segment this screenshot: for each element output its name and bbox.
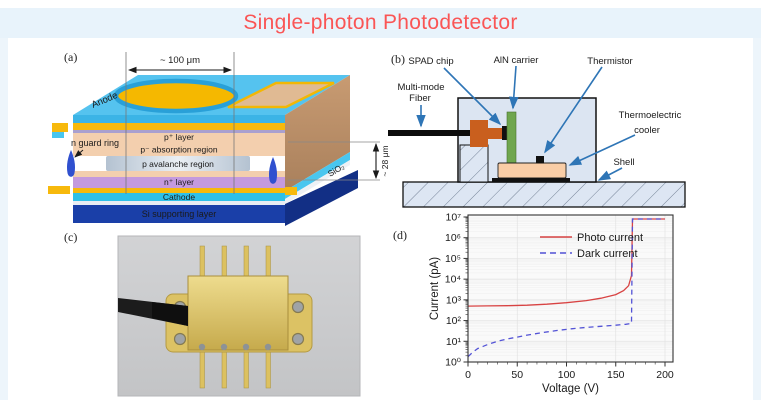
plot-frame [467, 214, 674, 363]
x-axis-title: Voltage (V) [542, 383, 599, 395]
callout-arrows [416, 65, 636, 181]
aln-carrier-element [506, 111, 517, 167]
package-body [187, 275, 289, 351]
anode-pad [113, 78, 239, 114]
package-drawing [388, 97, 686, 208]
page-left-margin [0, 38, 8, 400]
shell-arrow [597, 167, 623, 181]
etched-basin [227, 81, 335, 109]
panel-c-device-photo [117, 235, 361, 397]
width-dim-label: ~ 100 μm [160, 55, 200, 66]
curve-dark-current [467, 218, 665, 358]
x-tick-label: 150 [607, 369, 625, 381]
legend-entry: Dark current [577, 248, 638, 260]
y-tick-label: 10⁷ [446, 212, 462, 224]
spad-arrow [443, 67, 502, 126]
thin-interface [73, 130, 285, 133]
p-plus-band [73, 133, 285, 142]
page-right-margin [753, 38, 761, 400]
y-tick-label: 10⁶ [445, 232, 461, 244]
side-si-base [285, 170, 358, 226]
height-dim-label: ~ 28 μm [380, 145, 390, 176]
y-tick-label: 10³ [446, 294, 462, 306]
peach-sliver [73, 171, 285, 177]
iv-chart: 10⁰ 10¹ 10² 10³ 10⁴ 10⁵ 10⁶ 10⁷ 0 50 100 150 200 Volt… [429, 212, 674, 396]
panel-b-package-diagram: SPAD chip AlN carrier Thermistor Multi-m… [388, 55, 686, 208]
thermistor-element [536, 156, 544, 164]
legend: Photo current Dark current [540, 232, 643, 260]
panel-c-label: (c) [64, 230, 78, 244]
panel-b-label: (b) [391, 52, 405, 66]
fiber-boot [152, 302, 188, 326]
si-support-label: Si supporting layer [142, 209, 217, 219]
height-dimension [288, 141, 380, 181]
width-dimension [125, 52, 235, 194]
side-cyan-terrace [285, 152, 350, 199]
cathode-metal [73, 188, 285, 193]
series-curves [467, 218, 665, 358]
panel-a-label: (a) [64, 50, 78, 64]
avalanche-band [106, 156, 250, 171]
si-base-band [73, 205, 285, 223]
legend-entry: Photo current [577, 232, 643, 244]
fiber-label-1: Multi-mode [398, 82, 445, 93]
y-tick-label: 10² [446, 315, 462, 327]
guard-ring-label: n guard ring [71, 138, 119, 148]
x-tick-label: 100 [558, 369, 576, 381]
tec-label-2: cooler [634, 125, 660, 136]
axis-labels: 10⁰ 10¹ 10² 10³ 10⁴ 10⁵ 10⁶ 10⁷ 0 50 100 150 200 Volt… [429, 212, 674, 396]
guard-ring-left [66, 150, 76, 177]
fiber-cable [388, 130, 470, 136]
page-title: Single-photon Photodetector [243, 11, 518, 34]
p-plus-label: p⁺ layer [164, 132, 194, 142]
curve-photo-current [467, 218, 665, 307]
chip-3d-body [48, 75, 358, 226]
panel-d-label: (d) [393, 228, 407, 242]
fiber-label-2: Fiber [409, 93, 431, 104]
absorption-label: p⁻ absorption region [140, 145, 218, 155]
avalanche-label: p avalanche region [142, 159, 214, 169]
x-tick-label: 0 [465, 369, 471, 381]
panel-a-structure-diagram: ~ 100 μm ~ 28 μm Anode p⁺ layer p⁻ absor… [48, 52, 390, 226]
package-labels: SPAD chip AlN carrier Thermistor Multi-m… [398, 55, 682, 168]
spad-chip-label: SPAD chip [408, 56, 453, 67]
pin-feedthroughs [198, 343, 272, 351]
tec-arrow [568, 134, 636, 166]
y-tick-label: 10¹ [446, 336, 462, 348]
butterfly-package [118, 245, 313, 389]
y-tick-label: 10⁴ [445, 274, 461, 286]
side-sio2-terrace [285, 160, 350, 204]
right-cathode-tab [285, 187, 297, 195]
x-tick-label: 50 [511, 369, 523, 381]
sio2-band [73, 201, 285, 205]
y-tick-label: 10⁵ [445, 253, 461, 265]
left-blue-tab [52, 132, 64, 138]
side-wall [285, 75, 350, 191]
n-plus-label: n⁺ layer [164, 177, 194, 187]
tec-label-1: Thermoelectric [619, 110, 682, 121]
guard-ring-callout: n guard ring [71, 138, 119, 158]
front-top-plate [73, 115, 285, 123]
x-tick-label: 200 [656, 369, 674, 381]
fiber-support-block [459, 144, 489, 183]
spad-chip-element [502, 126, 507, 140]
y-axis-title: Current (pA) [429, 257, 441, 320]
cathode-label: Cathode [163, 192, 195, 202]
aln-carrier-label: AlN carrier [494, 55, 539, 66]
n-plus-band [73, 177, 285, 188]
guard-ring-right [268, 157, 278, 184]
shell-label: Shell [613, 157, 634, 168]
title-band: Single-photon Photodetector [0, 8, 761, 38]
cathode-band [73, 193, 285, 201]
left-cathode-tab [48, 186, 70, 194]
thermistor-label: Thermistor [587, 56, 632, 67]
tec-element [497, 162, 567, 179]
fiber-ferrule [470, 120, 502, 147]
thermistor-arrow [544, 66, 603, 154]
y-tick-label: 10⁰ [445, 357, 462, 369]
anode-metal-strip [73, 123, 285, 130]
aln-arrow [509, 65, 519, 110]
tec-base [492, 178, 570, 183]
left-gold-tab [52, 123, 68, 132]
